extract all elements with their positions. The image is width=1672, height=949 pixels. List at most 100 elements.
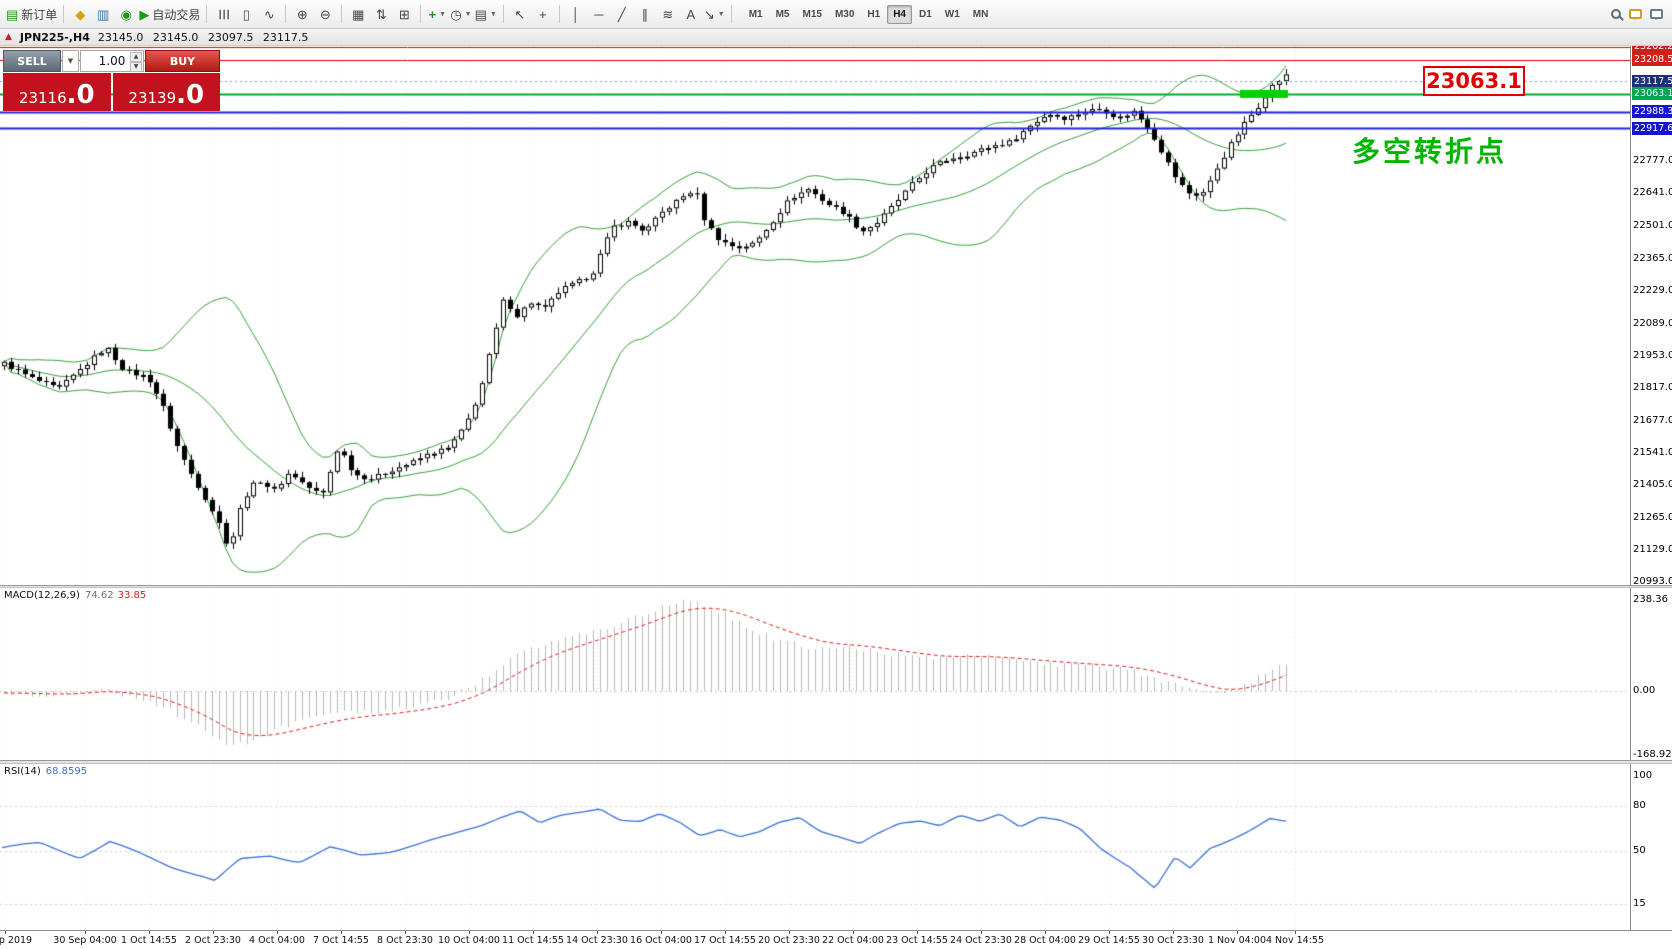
panel-resize-separator[interactable] (0, 760, 1672, 764)
price-callout-box[interactable]: 23063.1 (1423, 66, 1525, 96)
market-watch-button[interactable]: ◆ (69, 3, 91, 25)
volume-input[interactable]: 1.00 ▲ ▼ (80, 50, 144, 72)
channel-tool-button[interactable]: ∥ (634, 3, 656, 25)
date-label: 22 Oct 04:00 (822, 935, 884, 946)
timeframe-m5-button[interactable]: M5 (770, 5, 796, 24)
date-label: 29 Oct 14:55 (1078, 935, 1140, 946)
search-icon[interactable] (1611, 9, 1621, 19)
date-tick (533, 931, 534, 934)
text-tool-button[interactable]: A (680, 3, 702, 25)
date-label: 4 Nov 14:55 (1265, 935, 1324, 946)
price-tick-21265.0: 21265.0 (1633, 511, 1672, 523)
cascade-windows-button[interactable]: ⊞ (393, 3, 415, 25)
date-tick (1173, 931, 1174, 934)
volume-up-icon[interactable]: ▲ (130, 52, 142, 62)
timeframe-m1-button[interactable]: M1 (743, 5, 769, 24)
price-tick-21541.0: 21541.0 (1633, 446, 1672, 458)
community-chat-icon[interactable] (1650, 9, 1663, 20)
toolbar-separator (341, 5, 343, 23)
template-icon: ▤ (474, 6, 487, 22)
timeframe-m15-button[interactable]: M15 (797, 5, 828, 24)
navigator-icon: ◉ (120, 6, 132, 22)
date-label: 10 Oct 04:00 (438, 935, 500, 946)
rsi-axis-50: 50 (1633, 845, 1646, 856)
buy-button[interactable]: BUY (145, 50, 220, 72)
navigator-button[interactable]: ◉ (115, 3, 137, 25)
volume-stepper[interactable]: ▲ ▼ (130, 52, 142, 72)
rsi-axis-100: 100 (1633, 770, 1653, 781)
macd-panel-canvas[interactable] (0, 588, 1630, 760)
date-tick (405, 931, 406, 934)
vertical-line-tool-button[interactable]: │ (565, 3, 587, 25)
autotrading-button[interactable]: ▶ 自动交易 (138, 3, 201, 25)
timeframe-h4-button[interactable]: H4 (887, 4, 912, 24)
channel-icon: ∥ (641, 6, 649, 22)
trendline-tool-button[interactable]: ╱ (611, 3, 633, 25)
timeframe-mn-button[interactable]: MN (967, 5, 995, 24)
horizontal-line-tool-button[interactable]: ─ (588, 3, 610, 25)
toolbar-separator (502, 5, 504, 23)
price-tick-21405.0: 21405.0 (1633, 478, 1672, 490)
time-axis[interactable]: 6 Sep 2019 30 Sep 04:00 1 Oct 14:55 2 Oct 2… (0, 930, 1672, 949)
price-tick-22777.0: 22777.0 (1633, 155, 1672, 167)
crosshair-tool-button[interactable]: + (532, 3, 554, 25)
chat-icon[interactable] (1629, 9, 1642, 20)
dropdown-arrow-icon: ▼ (489, 10, 497, 18)
cursor-tool-button[interactable]: ↖ (509, 3, 531, 25)
zoom-out-button[interactable]: ⊖ (314, 3, 336, 25)
date-label: 4 Oct 04:00 (249, 935, 305, 946)
buy-price-main: 23139 (128, 89, 177, 107)
rsi-panel-canvas[interactable] (0, 764, 1630, 930)
arrows-tool-button[interactable]: ↘ ▼ (703, 3, 726, 25)
market-watch-icon: ◆ (75, 6, 86, 22)
price-label-23208.5: 23208.5 (1632, 53, 1672, 67)
volume-down-icon[interactable]: ▼ (130, 62, 142, 72)
date-label: 1 Nov 04:00 (1207, 935, 1266, 946)
date-label: 30 Sep 04:00 (53, 935, 117, 946)
indicators-button[interactable]: + ▼ (426, 3, 448, 25)
timeframe-d1-button[interactable]: D1 (913, 5, 938, 24)
candlestick-mode-button[interactable]: ▯ (235, 3, 257, 25)
timeframe-m30-button[interactable]: M30 (829, 5, 860, 24)
high-value: 23145.0 (152, 30, 199, 44)
new-order-button[interactable]: ▤ 新订单 (5, 3, 58, 25)
toolbar-separator (558, 5, 560, 23)
buy-price-display[interactable]: 23139 .0 (112, 73, 220, 111)
indicators-icon: + (428, 6, 437, 22)
new-order-icon: ▤ (6, 6, 19, 22)
arrange-windows-button[interactable]: ⇅ (370, 3, 392, 25)
date-tick (149, 931, 150, 934)
tile-windows-button[interactable]: ▦ (347, 3, 369, 25)
sell-price-main: 23116 (18, 89, 67, 107)
macd-signal-value: 33.85 (117, 590, 147, 601)
data-window-button[interactable]: ▥ (92, 3, 114, 25)
price-tick-22229.0: 22229.0 (1633, 284, 1672, 296)
zoom-in-button[interactable]: ⊕ (291, 3, 313, 25)
one-click-dropdown[interactable]: ▼ (62, 50, 79, 72)
timeframe-h1-button[interactable]: H1 (861, 5, 886, 24)
price-label-23117.5: 23117.5 (1632, 74, 1672, 88)
line-chart-mode-button[interactable]: ∿ (258, 3, 280, 25)
sell-price-display[interactable]: 23116 .0 (3, 73, 111, 111)
price-tick-22089.0: 22089.0 (1633, 317, 1672, 329)
panel-resize-separator[interactable] (0, 585, 1672, 588)
chart-window-icon: ▲ (5, 32, 12, 42)
trendline-icon: ╱ (617, 6, 626, 22)
periods-button[interactable]: ◷ ▼ (449, 3, 472, 25)
templates-button[interactable]: ▤ ▼ (474, 3, 498, 25)
sell-price-pips: .0 (66, 80, 95, 110)
rsi-axis-80: 80 (1633, 800, 1646, 811)
date-tick (469, 931, 470, 934)
macd-histogram-value: 74.62 (84, 590, 114, 601)
sell-button[interactable]: SELL (3, 50, 61, 72)
fibonacci-tool-button[interactable]: ≋ (657, 3, 679, 25)
bar-chart-mode-button[interactable]: ☰ (212, 3, 234, 25)
date-label: 23 Oct 14:55 (886, 935, 948, 946)
date-label: 7 Oct 14:55 (313, 935, 369, 946)
macd-axis--168.92: -168.92 (1633, 749, 1672, 761)
date-tick (1045, 931, 1046, 934)
price-chart-canvas[interactable] (0, 46, 1630, 585)
timeframe-w1-button[interactable]: W1 (939, 5, 966, 24)
date-label: 28 Oct 04:00 (1014, 935, 1076, 946)
